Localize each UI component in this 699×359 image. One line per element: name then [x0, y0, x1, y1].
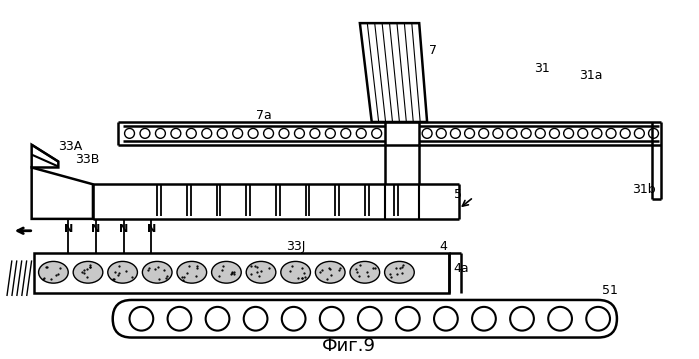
Ellipse shape: [246, 261, 276, 283]
Text: Фиг.9: Фиг.9: [322, 337, 376, 355]
Ellipse shape: [38, 261, 69, 283]
Ellipse shape: [212, 261, 241, 283]
Circle shape: [356, 129, 366, 138]
Circle shape: [294, 129, 304, 138]
Ellipse shape: [108, 261, 138, 283]
Ellipse shape: [177, 261, 207, 283]
Ellipse shape: [384, 261, 415, 283]
Circle shape: [434, 307, 458, 331]
Circle shape: [171, 129, 181, 138]
Text: N: N: [64, 224, 73, 234]
Circle shape: [422, 129, 432, 138]
Text: N: N: [92, 224, 101, 234]
Text: 5: 5: [454, 188, 462, 201]
Text: 31: 31: [534, 62, 549, 75]
Circle shape: [244, 307, 268, 331]
Circle shape: [436, 129, 446, 138]
Circle shape: [279, 129, 289, 138]
Circle shape: [510, 307, 534, 331]
Circle shape: [129, 307, 153, 331]
Circle shape: [202, 129, 212, 138]
Circle shape: [563, 129, 574, 138]
Text: 33B: 33B: [75, 153, 99, 166]
Text: 7: 7: [429, 44, 437, 57]
Circle shape: [124, 129, 134, 138]
Bar: [34, 253, 449, 293]
Circle shape: [465, 129, 475, 138]
Circle shape: [620, 129, 630, 138]
Circle shape: [233, 129, 243, 138]
Circle shape: [592, 129, 602, 138]
Circle shape: [140, 129, 150, 138]
Circle shape: [548, 307, 572, 331]
Circle shape: [493, 129, 503, 138]
Circle shape: [310, 129, 320, 138]
Circle shape: [507, 129, 517, 138]
Text: N: N: [147, 224, 156, 234]
Text: 51: 51: [602, 284, 618, 297]
Text: 31a: 31a: [579, 69, 603, 82]
Circle shape: [206, 307, 229, 331]
Circle shape: [264, 129, 273, 138]
Circle shape: [341, 129, 351, 138]
Circle shape: [372, 129, 382, 138]
Circle shape: [320, 307, 344, 331]
Circle shape: [479, 129, 489, 138]
Circle shape: [549, 129, 559, 138]
Circle shape: [606, 129, 616, 138]
Text: 4a: 4a: [454, 262, 470, 275]
Ellipse shape: [315, 261, 345, 283]
Ellipse shape: [143, 261, 172, 283]
Circle shape: [187, 129, 196, 138]
Circle shape: [472, 307, 496, 331]
Circle shape: [168, 307, 192, 331]
Polygon shape: [360, 23, 427, 122]
Circle shape: [535, 129, 545, 138]
Text: 4: 4: [439, 240, 447, 253]
Polygon shape: [31, 168, 93, 219]
Polygon shape: [31, 145, 58, 168]
Circle shape: [521, 129, 531, 138]
Circle shape: [217, 129, 227, 138]
Ellipse shape: [350, 261, 380, 283]
Circle shape: [248, 129, 258, 138]
Circle shape: [282, 307, 305, 331]
Text: N: N: [119, 224, 128, 234]
Circle shape: [326, 129, 336, 138]
Circle shape: [649, 129, 658, 138]
Circle shape: [155, 129, 166, 138]
Circle shape: [635, 129, 644, 138]
Text: 33A: 33A: [58, 140, 82, 153]
Text: 7a: 7a: [256, 108, 272, 122]
Ellipse shape: [281, 261, 310, 283]
Ellipse shape: [73, 261, 103, 283]
Circle shape: [450, 129, 461, 138]
Circle shape: [578, 129, 588, 138]
Circle shape: [396, 307, 419, 331]
Text: 33J: 33J: [286, 240, 305, 253]
Circle shape: [586, 307, 610, 331]
Circle shape: [358, 307, 382, 331]
Text: 31b: 31b: [632, 183, 656, 196]
FancyBboxPatch shape: [113, 300, 617, 337]
